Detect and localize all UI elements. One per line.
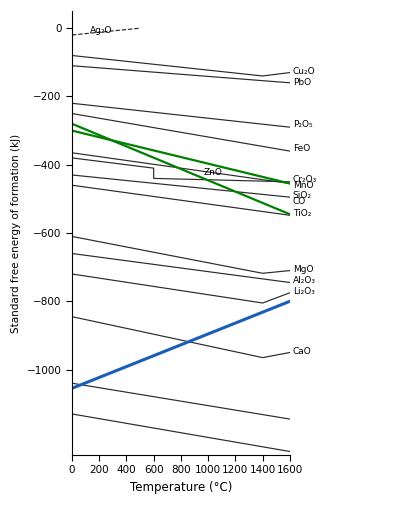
- Text: SiO₂: SiO₂: [293, 191, 312, 200]
- Text: FeO: FeO: [293, 144, 310, 153]
- Text: CaO: CaO: [293, 347, 311, 356]
- Text: TiO₂: TiO₂: [293, 209, 311, 218]
- Text: CO: CO: [293, 197, 306, 206]
- Text: Cr₂O₃: Cr₂O₃: [293, 175, 317, 184]
- Text: Al₂O₃: Al₂O₃: [293, 276, 316, 285]
- Text: P₂O₅: P₂O₅: [293, 120, 312, 129]
- X-axis label: Temperature (°C): Temperature (°C): [130, 481, 232, 494]
- Text: Ag₂O: Ag₂O: [90, 26, 112, 35]
- Text: PbO: PbO: [293, 78, 311, 87]
- Text: MnO: MnO: [293, 181, 313, 190]
- Text: Li₂O₃: Li₂O₃: [293, 286, 314, 295]
- Text: ZnO: ZnO: [204, 168, 223, 177]
- Text: MgO: MgO: [293, 265, 313, 274]
- Text: Cu₂O: Cu₂O: [293, 67, 315, 76]
- Y-axis label: Standard free energy of formation (kJ): Standard free energy of formation (kJ): [11, 133, 21, 333]
